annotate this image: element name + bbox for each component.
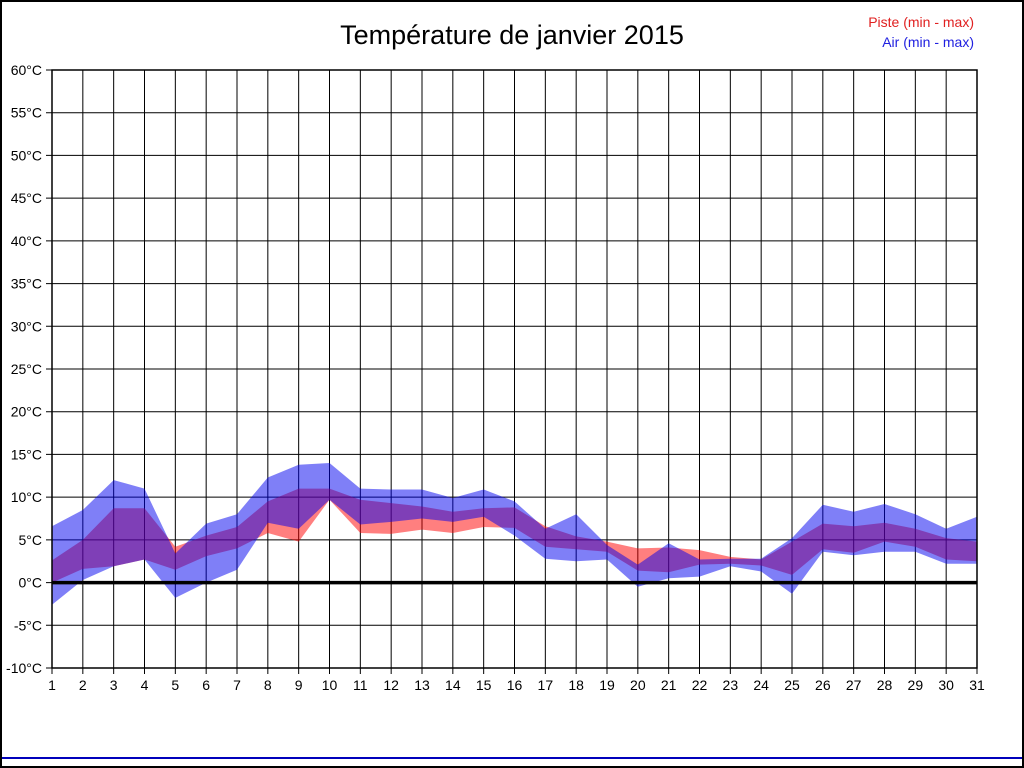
y-tick-label: 0°C	[19, 575, 43, 591]
x-tick-label: 22	[692, 677, 708, 693]
x-tick-label: 25	[784, 677, 800, 693]
x-tick-label: 7	[233, 677, 241, 693]
y-tick-label: 55°C	[11, 105, 42, 121]
x-tick-label: 10	[322, 677, 338, 693]
x-tick-label: 28	[877, 677, 893, 693]
y-tick-label: 15°C	[11, 446, 42, 462]
y-tick-label: 60°C	[11, 62, 42, 78]
x-tick-label: 4	[141, 677, 149, 693]
x-tick-label: 27	[846, 677, 862, 693]
legend-item-piste: Piste (min - max)	[868, 12, 974, 32]
x-tick-label: 6	[202, 677, 210, 693]
x-tick-label: 9	[295, 677, 303, 693]
x-tick-label: 8	[264, 677, 272, 693]
x-tick-label: 1	[48, 677, 56, 693]
x-tick-label: 14	[445, 677, 461, 693]
x-tick-label: 31	[969, 677, 985, 693]
x-tick-label: 12	[383, 677, 399, 693]
y-tick-label: 30°C	[11, 318, 42, 334]
x-tick-label: 11	[353, 677, 368, 693]
x-tick-label: 18	[568, 677, 584, 693]
x-tick-label: 29	[908, 677, 924, 693]
y-tick-label: 40°C	[11, 233, 42, 249]
x-tick-label: 17	[538, 677, 554, 693]
x-tick-label: 21	[661, 677, 677, 693]
y-tick-label: -10°C	[6, 660, 42, 676]
x-tick-label: 20	[630, 677, 646, 693]
legend-item-air: Air (min - max)	[868, 32, 974, 52]
x-tick-label: 23	[723, 677, 739, 693]
x-tick-label: 19	[599, 677, 615, 693]
x-tick-label: 2	[79, 677, 87, 693]
x-tick-label: 16	[507, 677, 523, 693]
x-tick-label: 15	[476, 677, 492, 693]
legend-air-label: Air (min - max)	[882, 34, 974, 50]
x-tick-label: 13	[414, 677, 430, 693]
y-tick-label: 50°C	[11, 147, 42, 163]
bottom-blue-rule	[2, 757, 1022, 759]
plot-frame	[51, 69, 978, 669]
y-tick-label: 25°C	[11, 361, 42, 377]
y-tick-label: 20°C	[11, 404, 42, 420]
y-tick-label: 5°C	[19, 532, 43, 548]
y-tick-label: -5°C	[14, 617, 42, 633]
x-tick-label: 26	[815, 677, 831, 693]
air-range-band	[52, 463, 977, 605]
x-tick-label: 24	[753, 677, 769, 693]
x-tick-label: 5	[171, 677, 179, 693]
x-tick-label: 3	[110, 677, 118, 693]
y-tick-label: 45°C	[11, 190, 42, 206]
y-tick-label: 10°C	[11, 489, 42, 505]
legend-piste-label: Piste (min - max)	[868, 14, 974, 30]
x-tick-label: 30	[938, 677, 954, 693]
y-tick-label: 35°C	[11, 276, 42, 292]
chart-title: Température de janvier 2015	[340, 20, 684, 50]
legend: Piste (min - max) Air (min - max)	[868, 12, 974, 52]
